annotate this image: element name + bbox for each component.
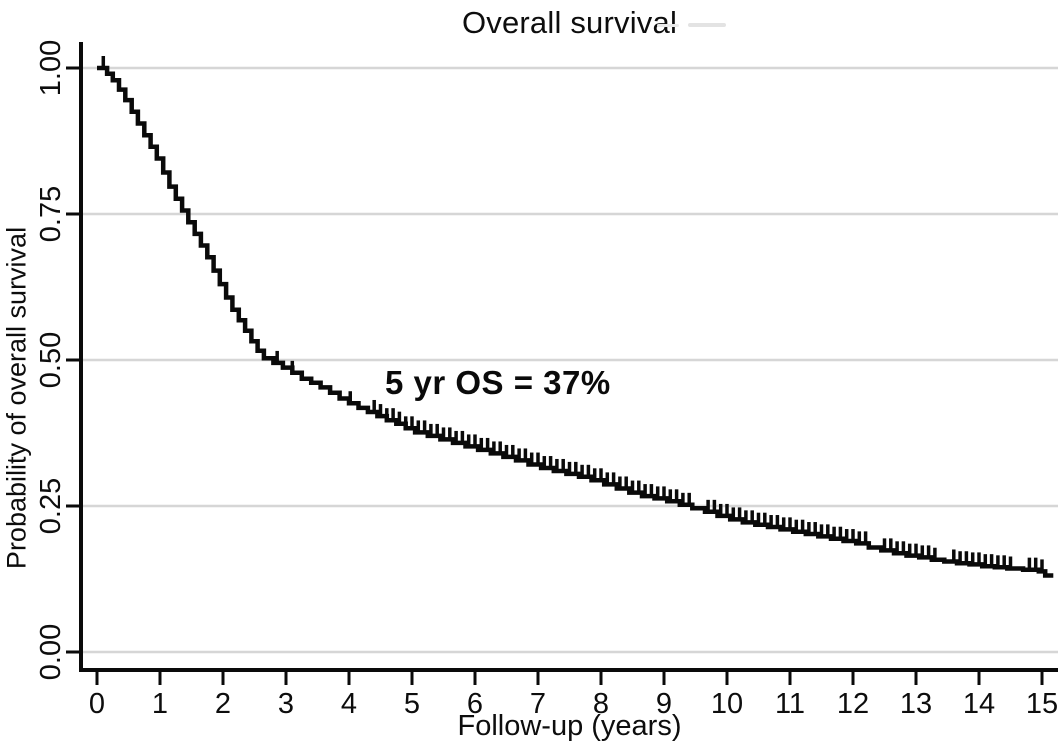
x-tick-label: 4: [341, 688, 357, 720]
print-artifact: [657, 24, 679, 27]
five-year-os-annotation: 5 yr OS = 37%: [385, 364, 611, 401]
y-tick-label: 0.50: [35, 332, 67, 388]
print-artifact: [688, 23, 726, 27]
y-tick-label: 0.75: [35, 186, 67, 242]
x-tick-label: 14: [963, 688, 995, 720]
x-tick-label: 5: [404, 688, 420, 720]
y-tick-label: 0.00: [35, 624, 67, 680]
survival-step-curve: [97, 65, 1054, 578]
x-axis-title: Follow-up (years): [457, 710, 682, 742]
x-tick-label: 7: [530, 688, 546, 720]
x-tick-label: 3: [278, 688, 294, 720]
x-tick-label: 10: [711, 688, 743, 720]
x-tick-label: 2: [215, 688, 231, 720]
y-tick-label: 0.25: [35, 478, 67, 534]
x-tick-label: 12: [837, 688, 869, 720]
chart-title: Overall survival: [461, 5, 678, 40]
x-tick-label: 11: [775, 688, 805, 720]
x-tick-label: 1: [152, 688, 168, 720]
y-tick-label: 1.00: [35, 40, 67, 96]
x-tick-label: 8: [593, 688, 609, 720]
x-tick-label: 0: [89, 688, 105, 720]
x-tick-label: 9: [656, 688, 672, 720]
x-tick-label: 6: [467, 688, 483, 720]
y-axis-title: Probability of overall survival: [1, 226, 32, 570]
x-tick-label: 13: [900, 688, 932, 720]
x-tick-label: 15: [1026, 688, 1058, 720]
